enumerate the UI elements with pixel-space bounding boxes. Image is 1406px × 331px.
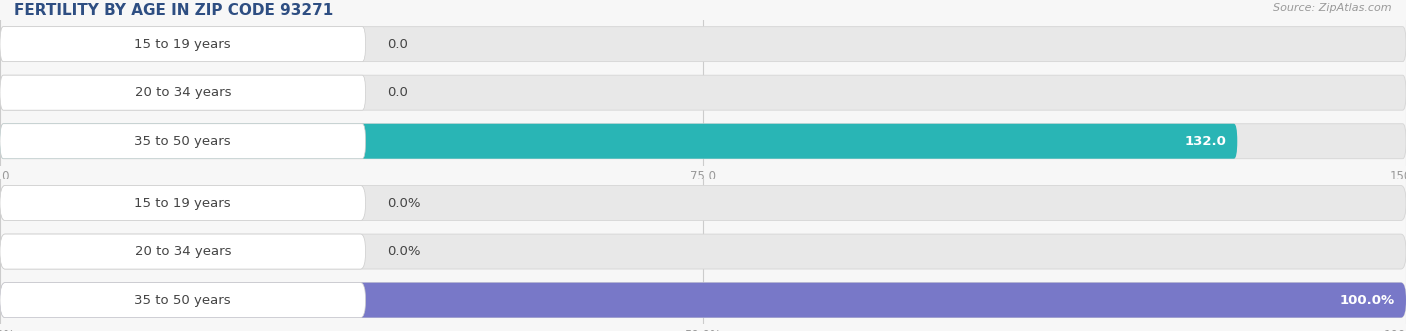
Text: 35 to 50 years: 35 to 50 years	[135, 294, 231, 307]
Text: 132.0: 132.0	[1184, 135, 1226, 148]
Text: Source: ZipAtlas.com: Source: ZipAtlas.com	[1274, 3, 1392, 13]
Text: FERTILITY BY AGE IN ZIP CODE 93271: FERTILITY BY AGE IN ZIP CODE 93271	[14, 3, 333, 18]
Text: 20 to 34 years: 20 to 34 years	[135, 86, 231, 99]
FancyBboxPatch shape	[0, 124, 1406, 159]
FancyBboxPatch shape	[0, 186, 366, 220]
Text: 0.0%: 0.0%	[387, 197, 420, 210]
FancyBboxPatch shape	[0, 283, 1406, 317]
FancyBboxPatch shape	[0, 27, 366, 62]
FancyBboxPatch shape	[0, 124, 366, 159]
Text: 0.0: 0.0	[387, 86, 408, 99]
FancyBboxPatch shape	[0, 283, 366, 317]
Text: 20 to 34 years: 20 to 34 years	[135, 245, 231, 258]
Text: 100.0%: 100.0%	[1340, 294, 1395, 307]
FancyBboxPatch shape	[0, 27, 1406, 62]
Text: 15 to 19 years: 15 to 19 years	[135, 38, 231, 51]
FancyBboxPatch shape	[0, 283, 1406, 317]
FancyBboxPatch shape	[0, 234, 1406, 269]
FancyBboxPatch shape	[0, 186, 1406, 220]
Text: 35 to 50 years: 35 to 50 years	[135, 135, 231, 148]
FancyBboxPatch shape	[0, 75, 366, 110]
FancyBboxPatch shape	[0, 124, 1237, 159]
Text: 0.0%: 0.0%	[387, 245, 420, 258]
FancyBboxPatch shape	[0, 234, 366, 269]
Text: 0.0: 0.0	[387, 38, 408, 51]
Text: 15 to 19 years: 15 to 19 years	[135, 197, 231, 210]
FancyBboxPatch shape	[0, 75, 1406, 110]
